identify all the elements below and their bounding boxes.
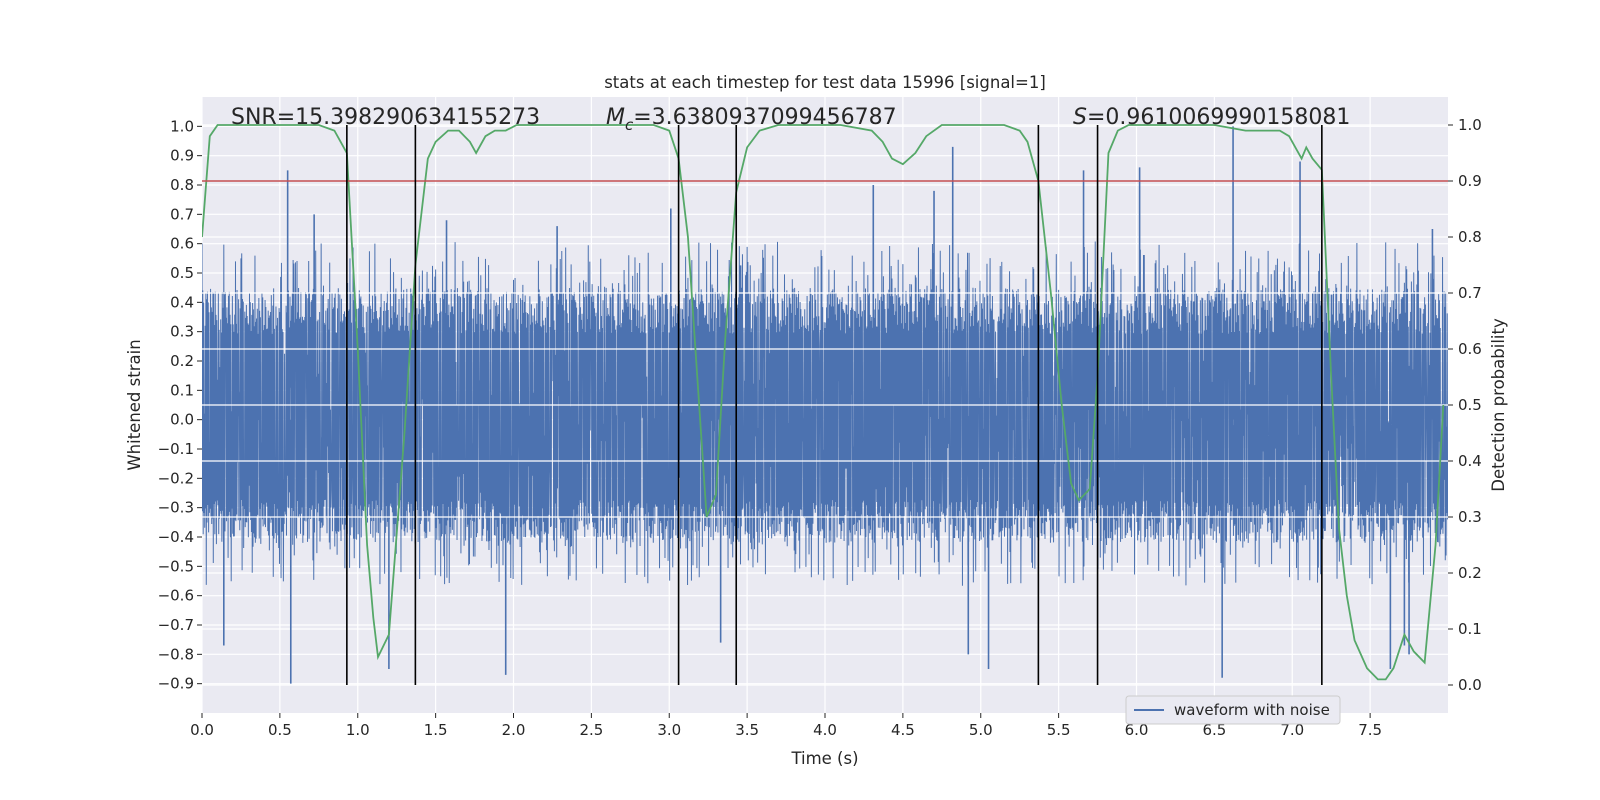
chirp-mass-annotation: Mc=3.6380937099456787 bbox=[606, 105, 897, 134]
chart-title: stats at each timestep for test data 159… bbox=[604, 73, 1046, 92]
x-tick-label: 7.0 bbox=[1280, 721, 1304, 739]
y2-axis-title: Detection probability bbox=[1489, 318, 1508, 492]
y2-tick-label: 1.0 bbox=[1458, 116, 1482, 134]
y2-tick-label: 0.4 bbox=[1458, 452, 1482, 470]
y-tick-label: −0.9 bbox=[158, 675, 194, 693]
y-axis-title: Whitened strain bbox=[125, 339, 144, 470]
y-tick-label: 0.8 bbox=[170, 176, 194, 194]
y-tick-label: −0.6 bbox=[158, 587, 194, 605]
x-axis-title: Time (s) bbox=[790, 749, 858, 768]
y-tick-label: 0.2 bbox=[170, 352, 194, 370]
y2-tick-label: 0.6 bbox=[1458, 340, 1482, 358]
x-tick-label: 5.0 bbox=[969, 721, 993, 739]
x-tick-label: 4.0 bbox=[813, 721, 837, 739]
y-tick-label: 0.4 bbox=[170, 293, 194, 311]
waveform-series bbox=[202, 126, 1448, 684]
x-tick-label: 0.5 bbox=[268, 721, 292, 739]
y-tick-label: −0.3 bbox=[158, 499, 194, 517]
chirp-mass-symbol: M bbox=[606, 105, 625, 130]
y-tick-label: 0.1 bbox=[170, 381, 194, 399]
x-tick-label: 2.5 bbox=[579, 721, 603, 739]
y-tick-label: −0.5 bbox=[158, 557, 194, 575]
y-tick-label: −0.2 bbox=[158, 469, 194, 487]
probability-series bbox=[202, 124, 1445, 681]
waveform-trace bbox=[202, 241, 1448, 586]
y-tick-label: 0.3 bbox=[170, 323, 194, 341]
y2-tick-label: 0.9 bbox=[1458, 172, 1482, 190]
y-tick-label: 0.6 bbox=[170, 235, 194, 253]
x-tick-label: 4.5 bbox=[891, 721, 915, 739]
probability-line bbox=[202, 124, 1445, 681]
s-symbol: S bbox=[1073, 105, 1087, 130]
y-tick-label: 1.0 bbox=[170, 117, 194, 135]
legend-label-waveform: waveform with noise bbox=[1174, 701, 1330, 719]
y-tick-label: −0.8 bbox=[158, 645, 194, 663]
y2-tick-label: 0.3 bbox=[1458, 508, 1482, 526]
y2-tick-label: 0.8 bbox=[1458, 228, 1482, 246]
vertical-lines bbox=[346, 125, 1323, 685]
x-tick-label: 1.5 bbox=[424, 721, 448, 739]
x-tick-label: 2.0 bbox=[502, 721, 526, 739]
chirp-mass-value: =3.6380937099456787 bbox=[633, 105, 896, 130]
legend-box bbox=[1125, 695, 1341, 725]
x-tick-label: 0.0 bbox=[190, 721, 214, 739]
y-tick-label: 0.0 bbox=[170, 411, 194, 429]
snr-annotation: SNR=15.398290634155273 bbox=[231, 105, 540, 130]
axes: 0.0 0.5 1.0 1.5 2.0 2.5 3.0 3.5 4.0 4.5 5.0 5.5 6.0 6… bbox=[158, 116, 1482, 739]
annotations: SNR=15.398290634155273 Mc=3.638093709945… bbox=[231, 105, 1350, 134]
y-tick-label: −0.4 bbox=[158, 528, 194, 546]
x-tick-label: 7.5 bbox=[1358, 721, 1382, 739]
y2-tick-label: 0.1 bbox=[1458, 620, 1482, 638]
x-tick-label: 5.5 bbox=[1047, 721, 1071, 739]
y-tick-label: −0.1 bbox=[158, 440, 194, 458]
s-annotation: S=0.9610069990158081 bbox=[1073, 105, 1350, 130]
y2-tick-label: 0.2 bbox=[1458, 564, 1482, 582]
y2-tick-label: 0.5 bbox=[1458, 396, 1482, 414]
y-tick-label: 0.7 bbox=[170, 205, 194, 223]
s-value: =0.9610069990158081 bbox=[1087, 105, 1350, 130]
y-tick-label: 0.5 bbox=[170, 264, 194, 282]
x-tick-label: 3.0 bbox=[657, 721, 681, 739]
legend: waveform with noise bbox=[1125, 695, 1341, 725]
y2-tick-label: 0.0 bbox=[1458, 676, 1482, 694]
y-tick-label: 0.9 bbox=[170, 147, 194, 165]
y-tick-label: −0.7 bbox=[158, 616, 194, 634]
x-tick-label: 1.0 bbox=[346, 721, 370, 739]
x-tick-label: 6.0 bbox=[1125, 721, 1149, 739]
x-tick-label: 6.5 bbox=[1202, 721, 1226, 739]
y2-tick-label: 0.7 bbox=[1458, 284, 1482, 302]
chirp-mass-subscript: c bbox=[625, 116, 634, 134]
x-tick-label: 3.5 bbox=[735, 721, 759, 739]
